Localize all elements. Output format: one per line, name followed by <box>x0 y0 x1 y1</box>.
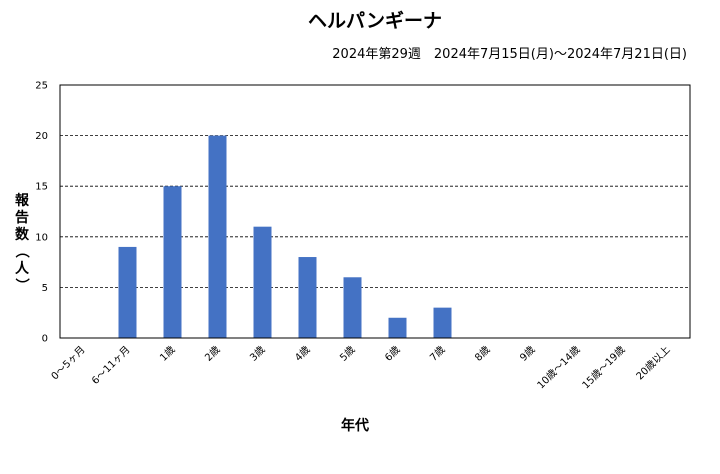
y-tick-label: 5 <box>42 283 48 294</box>
x-tick-label: 2歳 <box>203 344 223 364</box>
x-tick-label: 5歳 <box>338 344 358 364</box>
bar <box>298 257 317 338</box>
x-tick-label: 15歳～19歳 <box>580 344 628 392</box>
y-tick-label: 10 <box>35 232 48 243</box>
x-tick-label: 0～5ヶ月 <box>49 344 88 383</box>
x-tick-label: 9歳 <box>518 344 538 364</box>
plot-area-frame <box>59 84 691 339</box>
bar <box>343 277 362 338</box>
bar <box>163 186 182 338</box>
x-tick-label: 6～11ヶ月 <box>89 344 132 387</box>
y-tick-label: 20 <box>35 131 48 142</box>
x-axis-ticks: 0～5ヶ月 6～11ヶ月 1歳 2歳 3歳 4歳 5歳 6歳 7歳 8歳 9歳10歳～14歳15歳～… <box>49 344 673 392</box>
x-tick-label: 7歳 <box>428 344 448 364</box>
y-axis-label-char: 人 <box>15 260 30 277</box>
y-axis-label-char: ） <box>13 278 29 292</box>
y-axis-label-char: 告 <box>15 209 29 226</box>
x-tick-label: 4歳 <box>293 344 313 364</box>
x-tick-label: 6歳 <box>383 344 403 364</box>
chart-title: ヘルパンギーナ <box>308 10 442 32</box>
x-tick-label: 20歳以上 <box>634 344 673 383</box>
bar <box>253 226 272 338</box>
y-axis-ticks: 0 5 10 15 20 25 <box>35 81 48 345</box>
bar <box>208 135 227 338</box>
bar <box>118 246 137 338</box>
x-tick-label: 10歳～14歳 <box>535 344 583 392</box>
y-axis-label-char: （ <box>13 244 29 258</box>
y-axis-label-char: 報 <box>15 192 30 209</box>
bar <box>388 317 407 338</box>
chart-subtitle: 2024年第29週 2024年7月15日(月)～2024年7月21日(日) <box>332 47 687 62</box>
x-axis-label: 年代 <box>341 417 369 434</box>
x-tick-label: 3歳 <box>248 344 268 364</box>
y-tick-label: 0 <box>42 334 48 345</box>
x-tick-label: 1歳 <box>158 344 178 364</box>
bar <box>433 307 452 338</box>
x-tick-label: 8歳 <box>473 344 493 364</box>
y-tick-label: 15 <box>35 182 48 193</box>
y-axis-label: 報告数（ 人） <box>13 192 30 292</box>
gridlines <box>60 135 690 288</box>
y-tick-label: 25 <box>35 81 48 92</box>
y-axis-label-char: 数 <box>15 226 30 243</box>
bars <box>118 135 452 338</box>
